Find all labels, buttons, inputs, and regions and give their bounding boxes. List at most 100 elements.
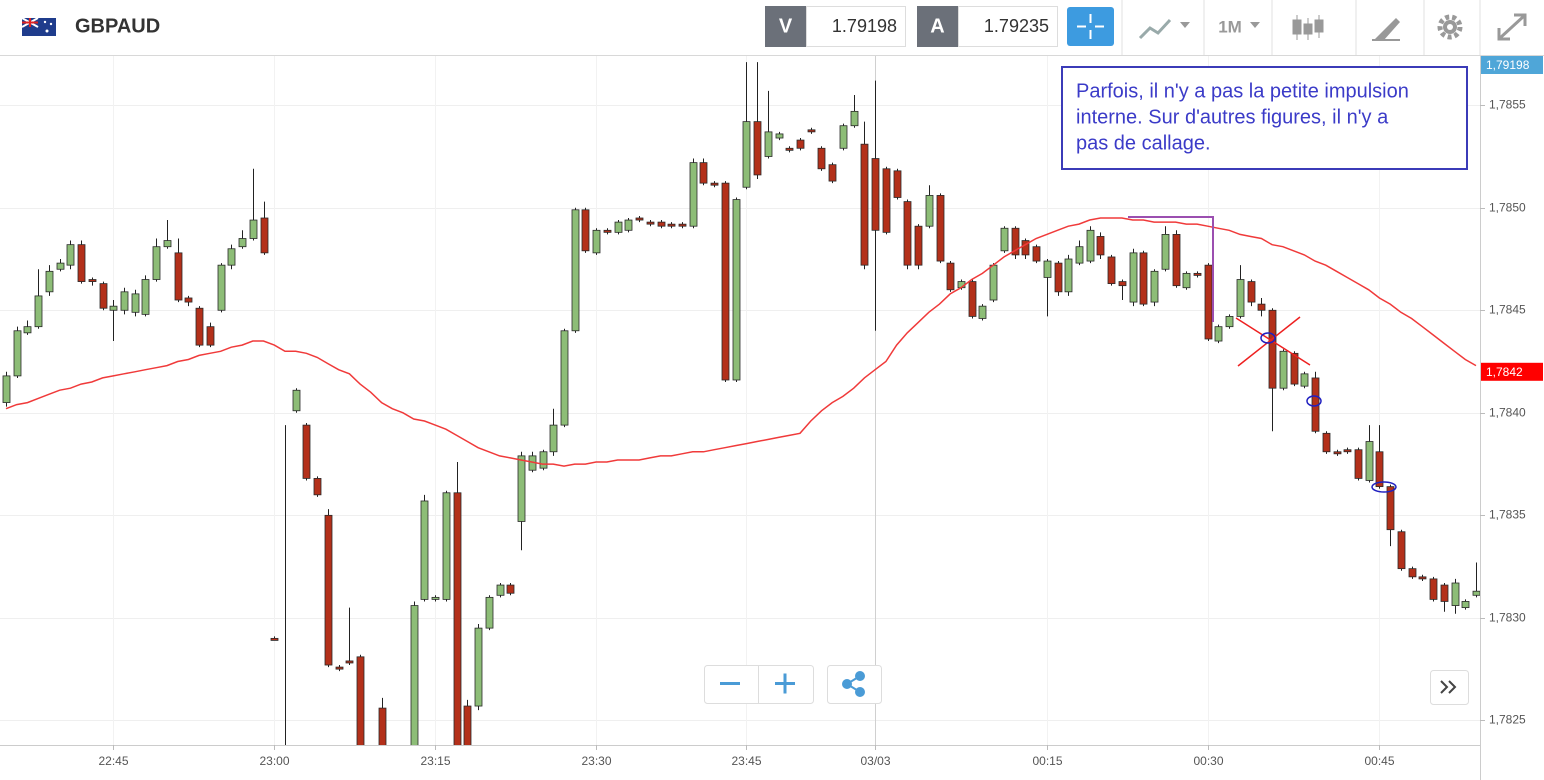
candle-body	[1257, 303, 1266, 311]
moving-average	[5, 217, 1477, 467]
candle-body	[710, 182, 719, 186]
candle-body	[1204, 264, 1213, 340]
y-tick-label: 1,7825	[1489, 713, 1526, 727]
candle-body	[1354, 449, 1363, 479]
candle-body	[206, 326, 215, 346]
candle-body	[1032, 246, 1041, 262]
price-marker-label: 1,79198	[1486, 58, 1530, 72]
crosshair-button[interactable]	[1067, 7, 1114, 46]
candle-body	[764, 131, 773, 157]
candle-body	[324, 514, 333, 666]
zoom-out-button[interactable]	[720, 682, 740, 685]
candle-body	[453, 492, 462, 745]
crosshair-icon	[1077, 14, 1104, 39]
symbol: GBPAUD	[75, 15, 160, 37]
candle-body	[1386, 486, 1395, 531]
fullscreen-button[interactable]	[1497, 13, 1527, 41]
x-tick-label: 00:45	[1364, 754, 1394, 768]
candle-body	[1268, 309, 1277, 389]
candle-body	[517, 455, 526, 522]
x-tick-label: 23:30	[581, 754, 611, 768]
candle-body	[152, 246, 161, 280]
drawing-tool-button[interactable]	[1372, 18, 1400, 41]
candle-body	[506, 584, 515, 594]
candle-body	[1118, 281, 1127, 287]
candle-body	[131, 293, 140, 313]
candle-body	[442, 492, 451, 600]
candle-body	[77, 244, 86, 282]
candle-body	[410, 605, 419, 745]
candle-body	[23, 326, 32, 334]
timeframe[interactable]: 1M	[1218, 17, 1242, 36]
candle-body	[667, 223, 676, 227]
candle-body	[496, 584, 505, 596]
candle-body	[1236, 279, 1245, 317]
candle-body	[549, 424, 558, 453]
candle-body	[1343, 449, 1352, 453]
candle-body	[420, 500, 429, 600]
candle-body	[184, 297, 193, 303]
candle-body	[66, 244, 75, 266]
candle-body	[88, 279, 97, 282]
candle-body	[1011, 227, 1020, 256]
candle-body	[742, 121, 751, 188]
candle-body	[828, 164, 837, 182]
flag	[21, 17, 56, 36]
candle-body	[785, 147, 794, 151]
candle-body	[227, 248, 236, 266]
candle-body	[1461, 601, 1470, 609]
candle-body	[99, 283, 108, 309]
ask-label: A	[930, 15, 944, 37]
candle-body	[1440, 584, 1449, 602]
candle-body	[1064, 258, 1073, 293]
x-tick-label: 23:45	[731, 754, 761, 768]
candle-body	[796, 139, 805, 149]
candle-body	[174, 252, 183, 301]
y-tick-label: 1,7830	[1489, 611, 1526, 625]
candle-body	[1193, 272, 1202, 276]
candle-body	[968, 281, 977, 317]
zoom-in-button[interactable]	[775, 673, 795, 694]
candle-body	[56, 262, 65, 270]
candle-body	[1225, 316, 1234, 328]
candle-body	[141, 279, 150, 315]
candle-body	[581, 209, 590, 252]
scroll-right-button[interactable]	[1430, 670, 1469, 705]
candle-body	[431, 596, 440, 600]
candle-body	[463, 705, 472, 745]
bid-button[interactable]	[765, 6, 806, 47]
candle-body	[1472, 590, 1480, 596]
candle-body	[882, 168, 891, 233]
overlay	[5, 217, 1477, 467]
candle-body	[378, 707, 387, 745]
candle-body	[657, 221, 666, 227]
circle-marks	[1260, 332, 1397, 493]
candle-body	[603, 229, 612, 233]
candle-body	[560, 330, 569, 426]
candle-body	[1086, 229, 1095, 262]
candle-body	[592, 229, 601, 254]
bid-price: 1.79198	[832, 16, 897, 36]
price-marker	[1481, 362, 1543, 381]
settings-button[interactable]	[1437, 14, 1463, 40]
annotation-line: Parfois, il n'y a pas la petite impulsio…	[1076, 80, 1409, 102]
annotation-line: pas de callage.	[1076, 132, 1211, 154]
candle-body	[893, 170, 902, 198]
candle-body	[925, 195, 934, 227]
ask-button[interactable]	[917, 6, 958, 47]
bid-box	[806, 6, 906, 47]
candle-body	[1129, 252, 1138, 303]
candle-body	[1375, 451, 1384, 488]
scroll-right-icon	[1440, 680, 1457, 694]
candle-style-button[interactable]	[1292, 15, 1324, 40]
x-tick-label: 23:00	[259, 754, 289, 768]
candle-body	[313, 478, 322, 496]
candle-body	[807, 129, 816, 133]
candle-body	[946, 262, 955, 291]
share-button[interactable]	[827, 665, 882, 704]
candle-body	[978, 305, 987, 319]
candle-body	[1214, 326, 1223, 342]
chart-type-button[interactable]	[1138, 18, 1190, 40]
candle-body	[1247, 281, 1256, 303]
